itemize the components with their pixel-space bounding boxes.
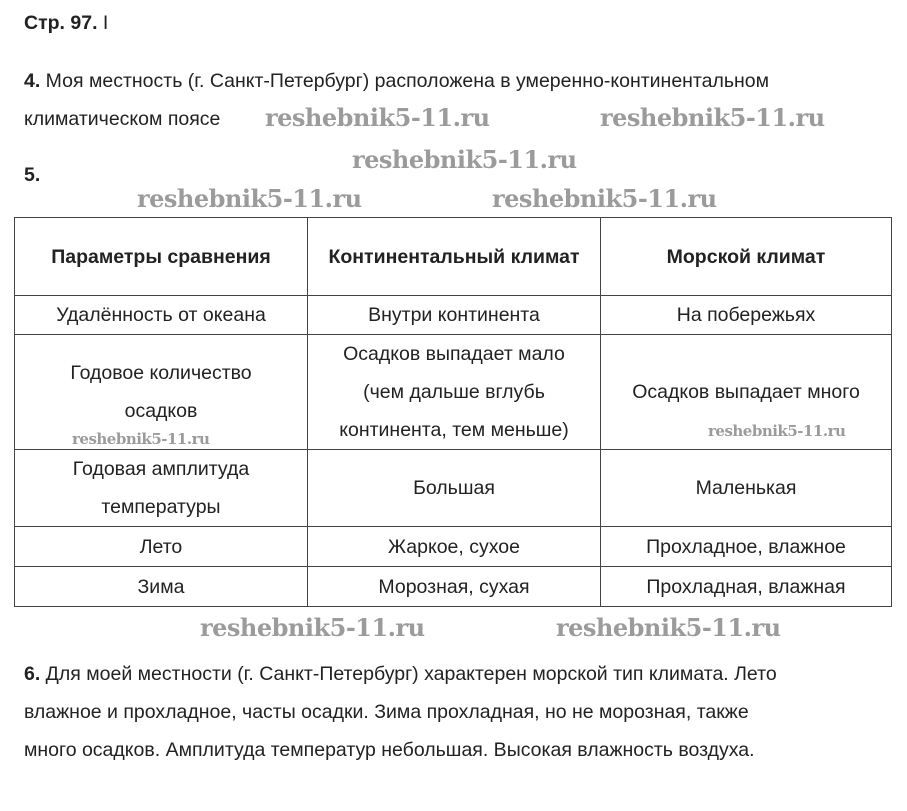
task-4-line-2: климатическом поясе xyxy=(24,108,221,130)
table-cell: Осадков выпадает много xyxy=(600,334,892,450)
text-cursor: I xyxy=(102,12,109,34)
table-cell: Осадков выпадает мало (чем дальше вглубь… xyxy=(307,334,601,450)
table-row: Годовое количество осадков Осадков выпад… xyxy=(14,334,892,450)
watermark: reshebnik5-11.ru xyxy=(556,613,781,642)
table-row: Удалённость от океана Внутри континента … xyxy=(14,295,892,335)
task-6-line-1: 6. Для моей местности (г. Санкт-Петербур… xyxy=(24,655,777,693)
watermark: reshebnik5-11.ru xyxy=(72,430,210,448)
watermark: reshebnik5-11.ru xyxy=(708,422,846,440)
watermark: reshebnik5-11.ru xyxy=(200,613,425,642)
watermark: reshebnik5-11.ru xyxy=(600,103,825,132)
table-cell: Внутри континента xyxy=(307,295,601,335)
table-cell: Большая xyxy=(307,449,601,527)
table-cell: Зима xyxy=(14,566,308,607)
table-cell: Годовое количество осадков xyxy=(14,334,308,450)
task-4-line-1: 4. Моя местность (г. Санкт-Петербург) ра… xyxy=(24,62,769,100)
task-text: Моя местность (г. Санкт-Петербург) распо… xyxy=(40,70,770,92)
header-cell: Морской климат xyxy=(600,217,892,296)
table-cell: Прохладная, влажная xyxy=(600,566,892,607)
task-number: 4. xyxy=(24,70,41,92)
task-6-line-3: много осадков. Амплитуда температур небо… xyxy=(24,739,755,761)
page-heading: Стр. 97. I xyxy=(24,12,108,35)
task-number: 6. xyxy=(24,663,41,685)
watermark: reshebnik5-11.ru xyxy=(352,145,577,174)
header-cell: Континентальный климат xyxy=(307,217,601,296)
climate-comparison-table: Параметры сравнения Континентальный клим… xyxy=(14,217,892,607)
table-cell: Жаркое, сухое xyxy=(307,526,601,567)
task-6-line-2: влажное и прохладное, часты осадки. Зима… xyxy=(24,701,749,723)
page-label: Стр. 97. xyxy=(24,12,98,34)
table-header-row: Параметры сравнения Континентальный клим… xyxy=(14,217,892,296)
task-5-number: 5. xyxy=(24,164,41,186)
task-text: Для моей местности (г. Санкт-Петербург) … xyxy=(40,663,777,685)
table-cell: На побережьях xyxy=(600,295,892,335)
table-cell: Лето xyxy=(14,526,308,567)
watermark: reshebnik5-11.ru xyxy=(137,184,362,213)
table-cell: Прохладное, влажное xyxy=(600,526,892,567)
table-row: Годовая амплитуда температуры Большая Ма… xyxy=(14,449,892,527)
table-row: Лето Жаркое, сухое Прохладное, влажное xyxy=(14,526,892,567)
watermark: reshebnik5-11.ru xyxy=(492,184,717,213)
table-row: Зима Морозная, сухая Прохладная, влажная xyxy=(14,566,892,607)
watermark: reshebnik5-11.ru xyxy=(265,103,490,132)
table-cell: Годовая амплитуда температуры xyxy=(14,449,308,527)
table-cell: Маленькая xyxy=(600,449,892,527)
table-cell: Удалённость от океана xyxy=(14,295,308,335)
header-cell: Параметры сравнения xyxy=(14,217,308,296)
table-cell: Морозная, сухая xyxy=(307,566,601,607)
